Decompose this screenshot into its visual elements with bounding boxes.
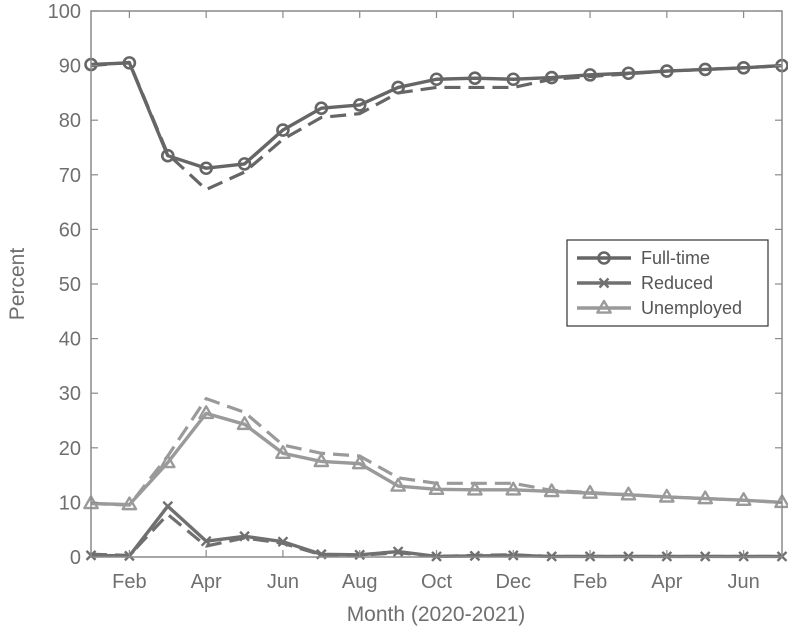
x-tick-label: Feb [112, 571, 146, 593]
y-tick-label: 80 [59, 110, 81, 132]
data-point-full-time [621, 66, 636, 81]
x-tick-label: Oct [421, 571, 453, 593]
x-tick-label: Apr [651, 571, 682, 593]
x-tick-label: Apr [191, 571, 222, 593]
data-point-unemployed [390, 477, 406, 492]
legend: Full-time Reduced Unemployed [566, 239, 769, 327]
y-tick-label: 10 [59, 492, 81, 514]
data-point-unemployed [275, 445, 291, 460]
data-point-reduced [162, 500, 174, 512]
y-tick-label: 40 [59, 329, 81, 351]
data-point-unemployed [620, 486, 637, 501]
legend-label-full-time: Full-time [641, 248, 710, 268]
data-point-full-time [122, 56, 137, 70]
y-tick-label: 20 [59, 438, 81, 460]
data-point-full-time [352, 98, 367, 112]
legend-label-unemployed: Unemployed [641, 298, 742, 318]
data-point-full-time [314, 101, 329, 115]
data-point-unemployed [467, 481, 483, 496]
y-tick-label: 90 [59, 56, 81, 78]
data-point-reduced [277, 536, 289, 548]
data-point-unemployed [658, 488, 675, 503]
data-point-unemployed [428, 481, 445, 496]
data-point-full-time [391, 80, 405, 95]
data-point-full-time [199, 161, 213, 176]
legend-marker-reduced [598, 277, 610, 289]
data-point-unemployed [313, 453, 330, 468]
data-point-reduced [392, 546, 404, 557]
x-axis-title: Month (2020-2021) [347, 603, 526, 626]
data-point-unemployed [351, 455, 368, 470]
y-axis-title: Percent [6, 248, 29, 321]
data-point-unemployed [582, 484, 598, 499]
x-tick-label: Aug [342, 571, 378, 593]
y-tick-label: 30 [59, 383, 81, 405]
data-point-full-time [698, 62, 713, 77]
data-point-full-time [237, 157, 252, 171]
y-tick-label: 50 [59, 274, 81, 296]
data-point-full-time [506, 72, 521, 87]
data-point-full-time [468, 71, 482, 85]
legend-marker-unemployed [596, 299, 612, 314]
data-point-full-time [276, 123, 290, 137]
data-point-full-time [160, 148, 175, 163]
series-line-unemployed [90, 411, 783, 507]
series-dashed-line-full-time [90, 60, 783, 192]
x-tick-label: Jun [267, 571, 299, 593]
data-point-full-time [736, 60, 751, 75]
data-point-reduced [469, 550, 481, 562]
data-point-unemployed [697, 490, 714, 505]
data-point-reduced [239, 530, 250, 542]
y-tick-label: 0 [70, 547, 81, 569]
legend-label-reduced: Reduced [641, 273, 713, 293]
x-tick-label: Jun [727, 571, 759, 593]
data-point-full-time [544, 70, 559, 85]
data-point-unemployed [505, 481, 522, 496]
axes: 0 10 20 30 40 50 60 70 80 90 100 Feb Apr Jun Aug Oct Dec… [48, 1, 782, 593]
x-tick-label: Dec [495, 571, 531, 593]
data-point-unemployed [735, 492, 752, 506]
data-point-unemployed [198, 405, 215, 420]
data-point-unemployed [543, 483, 560, 498]
y-tick-label: 60 [59, 219, 81, 241]
series-line-full-time [90, 61, 783, 170]
y-tick-label: 70 [59, 165, 81, 187]
data-point-reduced [200, 535, 212, 547]
data-point-full-time [660, 64, 674, 78]
series-line-reduced [90, 504, 782, 559]
y-tick-label: 100 [48, 1, 81, 23]
data-point-full-time [429, 72, 444, 87]
data-point-unemployed [236, 416, 253, 431]
data-point-full-time [583, 68, 597, 82]
data-point-unemployed [121, 496, 138, 511]
legend-marker-full-time [597, 251, 611, 265]
x-tick-label: Feb [573, 571, 607, 593]
data-point-unemployed [159, 454, 176, 469]
